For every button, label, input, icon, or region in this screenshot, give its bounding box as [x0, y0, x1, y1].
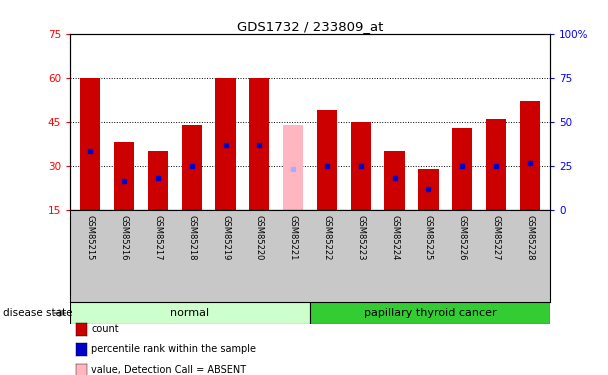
Text: value, Detection Call = ABSENT: value, Detection Call = ABSENT [91, 365, 246, 375]
Bar [317, 110, 337, 210]
Bar [70, 302, 310, 324]
Bar [182, 125, 202, 210]
Text: GSM85216: GSM85216 [120, 214, 128, 260]
Text: GSM85215: GSM85215 [86, 214, 95, 260]
Bar [310, 302, 550, 324]
Text: GSM85217: GSM85217 [153, 214, 162, 260]
Bar [418, 169, 438, 210]
Bar [114, 142, 134, 210]
Text: GSM85227: GSM85227 [492, 214, 500, 260]
Bar [520, 101, 540, 210]
Text: GSM85220: GSM85220 [255, 214, 264, 260]
Bar [351, 122, 371, 210]
Text: GSM85218: GSM85218 [187, 214, 196, 260]
Bar [80, 78, 100, 210]
Bar [283, 125, 303, 210]
Bar [452, 128, 472, 210]
Text: GSM85228: GSM85228 [525, 214, 534, 260]
Text: count: count [91, 324, 119, 334]
Text: GSM85223: GSM85223 [356, 214, 365, 260]
Bar [249, 78, 269, 210]
Text: GSM85222: GSM85222 [322, 214, 331, 260]
Bar [486, 119, 506, 210]
Text: GSM85225: GSM85225 [424, 214, 433, 260]
Bar [215, 78, 236, 210]
Text: papillary thyroid cancer: papillary thyroid cancer [364, 308, 497, 318]
Text: percentile rank within the sample: percentile rank within the sample [91, 345, 256, 354]
Text: disease state: disease state [3, 308, 72, 318]
Text: GSM85224: GSM85224 [390, 214, 399, 260]
Title: GDS1732 / 233809_at: GDS1732 / 233809_at [237, 20, 383, 33]
Bar [384, 151, 405, 210]
Text: normal: normal [170, 308, 210, 318]
Bar [148, 151, 168, 210]
Text: GSM85221: GSM85221 [289, 214, 298, 260]
Text: GSM85219: GSM85219 [221, 214, 230, 260]
Text: GSM85226: GSM85226 [458, 214, 467, 260]
